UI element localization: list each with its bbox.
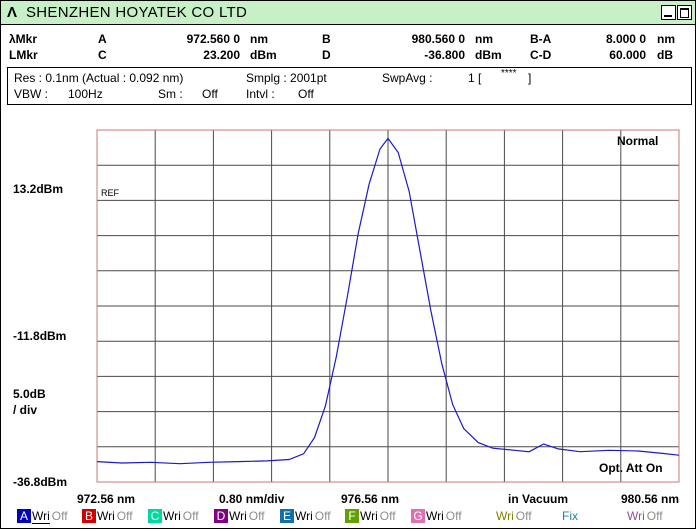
wavelength-medium-label: in Vacuum — [508, 492, 569, 506]
settings-panel — [7, 67, 692, 105]
resolution-setting[interactable]: Res : 0.1nm (Actual : 0.092 nm) — [14, 71, 184, 85]
trace-key-box: G — [411, 509, 425, 523]
y-axis-bottom-label: -36.8dBm — [13, 475, 68, 489]
x-axis-stop-label: 980.56 nm — [621, 492, 680, 506]
marker-b-unit: nm — [475, 32, 493, 46]
wavelength-marker-label: λMkr — [9, 32, 38, 46]
vbw-value[interactable]: 100Hz — [68, 87, 103, 101]
trace-display-state: Off — [314, 509, 331, 523]
smoothing-label: Sm : — [158, 87, 183, 101]
y-axis-mid-label: -11.8dBm — [13, 329, 67, 343]
marker-a-label: A — [98, 32, 107, 46]
trace-key-box: D — [214, 509, 228, 523]
lambda-logo-icon: Λ — [7, 4, 18, 21]
trace-write-mode: Wri — [360, 509, 378, 523]
trace-extra-8-selector[interactable]: Fix — [561, 509, 578, 525]
plot-grid — [97, 130, 679, 482]
marker-b-value: 980.560 0 — [411, 32, 465, 46]
x-axis-span-label: 0.80 nm/div — [219, 492, 285, 506]
trace-display-state: Off — [51, 509, 68, 523]
trace-key-box: C — [148, 509, 162, 523]
sweep-average-close: ] — [528, 71, 532, 85]
trace-write-mode: Wri — [163, 509, 181, 523]
trace-display-state: Off — [515, 509, 532, 523]
marker-ba-unit: nm — [657, 32, 675, 46]
marker-b-label: B — [322, 32, 331, 46]
trace-c-selector[interactable]: C Wri Off — [148, 509, 199, 525]
trace-selector-bar: A Wri Off B Wri Off C Wri Off D Wri Off E Wri Off F Wri O… — [0, 507, 696, 527]
y-axis-top-label: 13.2dBm — [13, 182, 64, 196]
marker-d-label: D — [322, 48, 331, 62]
trace-display-state: Off — [182, 509, 199, 523]
trace-write-mode: Wri — [627, 509, 645, 523]
trace-write-mode: Wri — [295, 509, 313, 523]
x-axis-center-label: 976.56 nm — [341, 492, 400, 506]
optical-attenuator-status: Opt. Att On — [599, 461, 663, 475]
level-marker-label: LMkr — [9, 48, 38, 62]
marker-cd-value: 60.000 — [609, 48, 646, 62]
marker-c-unit: dBm — [250, 48, 277, 62]
trace-line — [96, 137, 680, 465]
sweep-average-value[interactable]: 1 [ — [468, 71, 482, 85]
sweep-average-counter: **** — [501, 68, 517, 79]
interval-label: Intvl : — [246, 87, 275, 101]
marker-cd-unit: dB — [657, 48, 673, 62]
trace-g-selector[interactable]: G Wri Off — [411, 509, 462, 525]
interval-value[interactable]: Off — [298, 87, 314, 101]
trace-write-mode: Wri — [496, 509, 514, 523]
trace-display-state: Off — [116, 509, 133, 523]
trace-write-mode: Wri — [229, 509, 247, 523]
trace-extra-7-selector[interactable]: Wri Off — [495, 509, 532, 525]
y-scale-unit-label: / div — [13, 403, 38, 417]
marker-a-unit: nm — [250, 32, 268, 46]
ref-level-marker: REF — [101, 188, 119, 198]
trace-write-mode: Wri — [32, 509, 50, 524]
vbw-label: VBW : — [14, 87, 49, 101]
trace-key-box: F — [345, 509, 359, 523]
marker-cd-label: C-D — [530, 48, 552, 62]
trace-e-selector[interactable]: E Wri Off — [280, 509, 331, 525]
sweep-mode-label: Normal — [617, 134, 659, 148]
trace-a-selector[interactable]: A Wri Off — [17, 509, 68, 525]
minimize-button[interactable] — [661, 5, 676, 20]
title-bar: Λ SHENZHEN HOYATEK CO LTD — [1, 1, 695, 25]
marker-d-value: -36.800 — [424, 48, 465, 62]
trace-display-state: Off — [379, 509, 396, 523]
trace-b-selector[interactable]: B Wri Off — [82, 509, 133, 525]
trace-f-selector[interactable]: F Wri Off — [345, 509, 396, 525]
marker-c-value: 23.200 — [203, 48, 240, 62]
trace-write-mode: Wri — [97, 509, 115, 523]
trace-display-state: Off — [248, 509, 265, 523]
plot-border — [96, 129, 680, 483]
trace-key-box: B — [82, 509, 96, 523]
marker-d-unit: dBm — [475, 48, 502, 62]
trace-key-box: A — [17, 509, 31, 523]
marker-ba-value: 8.000 0 — [605, 32, 646, 46]
trace-d-selector[interactable]: D Wri Off — [214, 509, 265, 525]
y-scale-label: 5.0dB — [13, 387, 46, 401]
trace-display-state: Off — [646, 509, 663, 523]
marker-a-value: 972.560 0 — [186, 32, 240, 46]
maximize-button[interactable] — [677, 5, 692, 20]
window-title: SHENZHEN HOYATEK CO LTD — [26, 4, 248, 21]
trace-write-mode: Wri — [426, 509, 444, 523]
trace-display-state: Off — [445, 509, 462, 523]
trace-write-mode: Fix — [562, 509, 578, 523]
x-axis-start-label: 972.56 nm — [77, 492, 136, 506]
trace-key-box: E — [280, 509, 294, 523]
smoothing-value[interactable]: Off — [202, 87, 218, 101]
trace-extra-9-selector[interactable]: Wri Off — [626, 509, 663, 525]
marker-ba-label: B-A — [530, 32, 552, 46]
sampling-setting[interactable]: Smplg : 2001pt — [246, 71, 327, 85]
sweep-average-label: SwpAvg : — [382, 71, 433, 85]
marker-c-label: C — [98, 48, 107, 62]
